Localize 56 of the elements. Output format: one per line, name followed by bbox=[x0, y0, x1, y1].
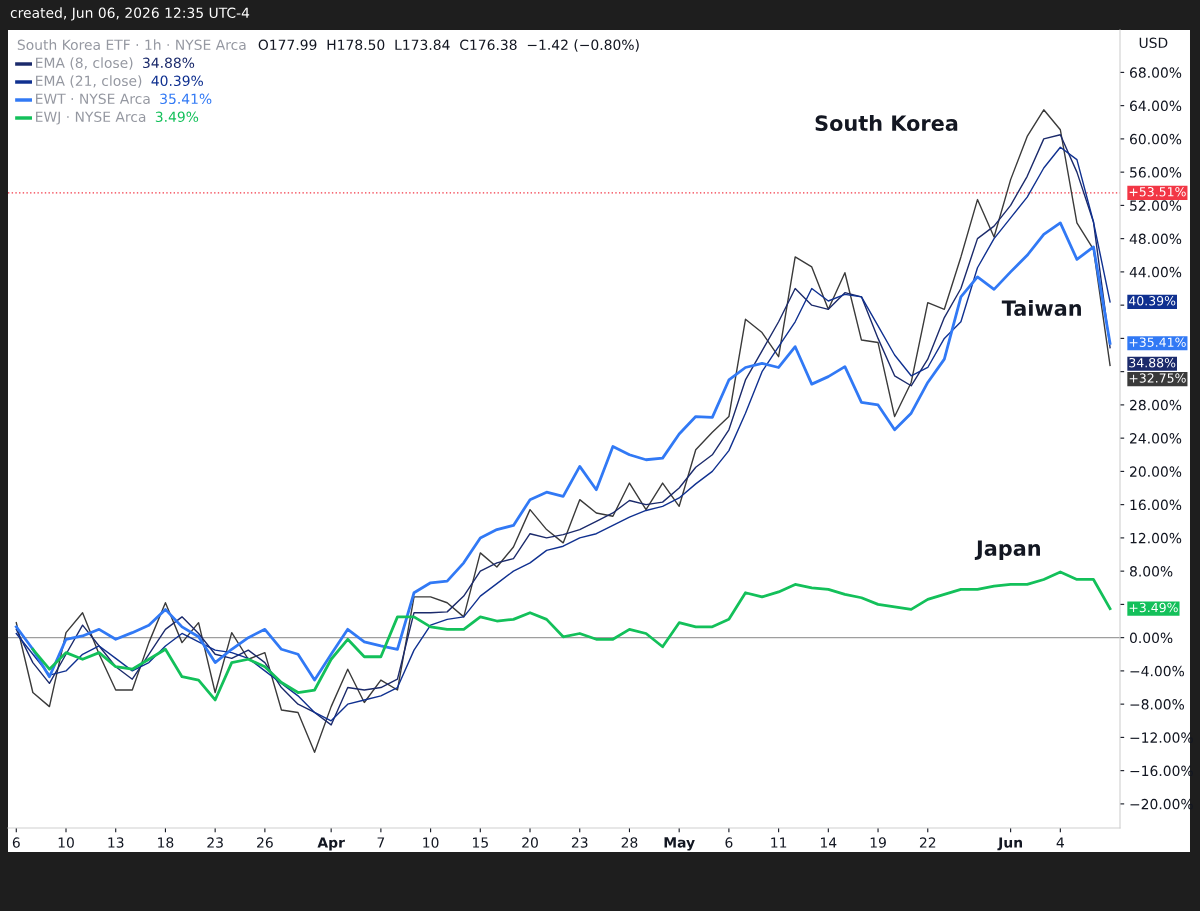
legend-label: EWJ · NYSE Arca 3.49% bbox=[36, 111, 199, 125]
x-tick-label: 4 bbox=[1056, 837, 1064, 848]
y-tick-label: 28.00% bbox=[1130, 399, 1182, 411]
data-label: +3.49% bbox=[1129, 602, 1178, 613]
text: O177.99 H178.50 L173.84 C176.38 −1.42 (−0.80%) bbox=[258, 39, 639, 52]
data-label: 34.88% bbox=[1129, 357, 1176, 368]
line-series bbox=[31, 570, 1112, 702]
x-tick-label: 6 bbox=[12, 837, 20, 848]
annotation: Japan bbox=[974, 540, 1040, 561]
y-tick-label: 44.00% bbox=[1129, 266, 1182, 278]
x-tick-label: 28 bbox=[621, 837, 638, 848]
x-tick-label: 10 bbox=[58, 837, 74, 848]
x-tick-label: Jun bbox=[997, 837, 1023, 851]
x-tick-label: 15 bbox=[473, 837, 488, 848]
y-tick-label: 20.00% bbox=[1130, 466, 1182, 477]
y-tick-label: 64.00% bbox=[1130, 100, 1182, 112]
x-tick-label: 10 bbox=[423, 837, 439, 848]
x-tick-label: 7 bbox=[377, 837, 385, 848]
y-tick-label: 60.00% bbox=[1130, 133, 1182, 145]
y-tick-label: 52.00% bbox=[1130, 200, 1182, 211]
y-tick-label: 12.00% bbox=[1130, 532, 1182, 544]
legend-label: EMA (21, close) 40.39% bbox=[36, 75, 203, 88]
ref-line-label: +53.51% bbox=[1129, 187, 1186, 197]
x-tick-label: 13 bbox=[108, 837, 124, 848]
y-tick-label: −4.00% bbox=[1130, 665, 1185, 677]
x-tick-label: 19 bbox=[870, 837, 886, 848]
line-series bbox=[14, 221, 1112, 682]
y-tick-label: 68.00% bbox=[1130, 67, 1182, 78]
y-tick-label: −8.00% bbox=[1130, 699, 1185, 710]
data-label: 40.39% bbox=[1128, 296, 1176, 306]
y-tick-label: 56.00% bbox=[1130, 167, 1182, 178]
x-tick-label: 6 bbox=[725, 837, 733, 848]
x-tick-label: Apr bbox=[317, 837, 345, 851]
x-tick-label: 23 bbox=[207, 837, 223, 848]
x-tick-label: 20 bbox=[522, 837, 538, 848]
legend-label: EWT · NYSE Arca 35.41% bbox=[36, 93, 212, 105]
x-tick-label: 22 bbox=[919, 837, 936, 848]
data-label: +35.41% bbox=[1129, 337, 1186, 347]
x-tick-label: 11 bbox=[771, 837, 787, 848]
y-tick-label: 0.00% bbox=[1129, 632, 1173, 644]
y-tick-label: 24.00% bbox=[1130, 433, 1182, 444]
x-tick-label: 23 bbox=[571, 837, 588, 848]
x-tick-label: May bbox=[664, 837, 695, 851]
text: South Korea ETF · 1h · NYSE Arca bbox=[17, 39, 246, 51]
y-axis-title: USD bbox=[1139, 37, 1168, 49]
x-tick-label: 14 bbox=[821, 837, 837, 848]
text: created, Jun 06, 2026 12:35 UTC-4 bbox=[10, 7, 250, 21]
y-tick-label: 16.00% bbox=[1130, 499, 1182, 511]
x-tick-label: 18 bbox=[158, 837, 174, 848]
y-tick-label: 8.00% bbox=[1129, 566, 1173, 577]
x-tick-label: 26 bbox=[257, 837, 273, 848]
legend-label: EMA (8, close) 34.88% bbox=[36, 57, 195, 70]
annotation: Taiwan bbox=[1001, 299, 1081, 317]
y-tick-label: 48.00% bbox=[1129, 233, 1182, 245]
annotation: South Korea bbox=[815, 114, 958, 132]
data-label: +32.75% bbox=[1129, 373, 1186, 383]
